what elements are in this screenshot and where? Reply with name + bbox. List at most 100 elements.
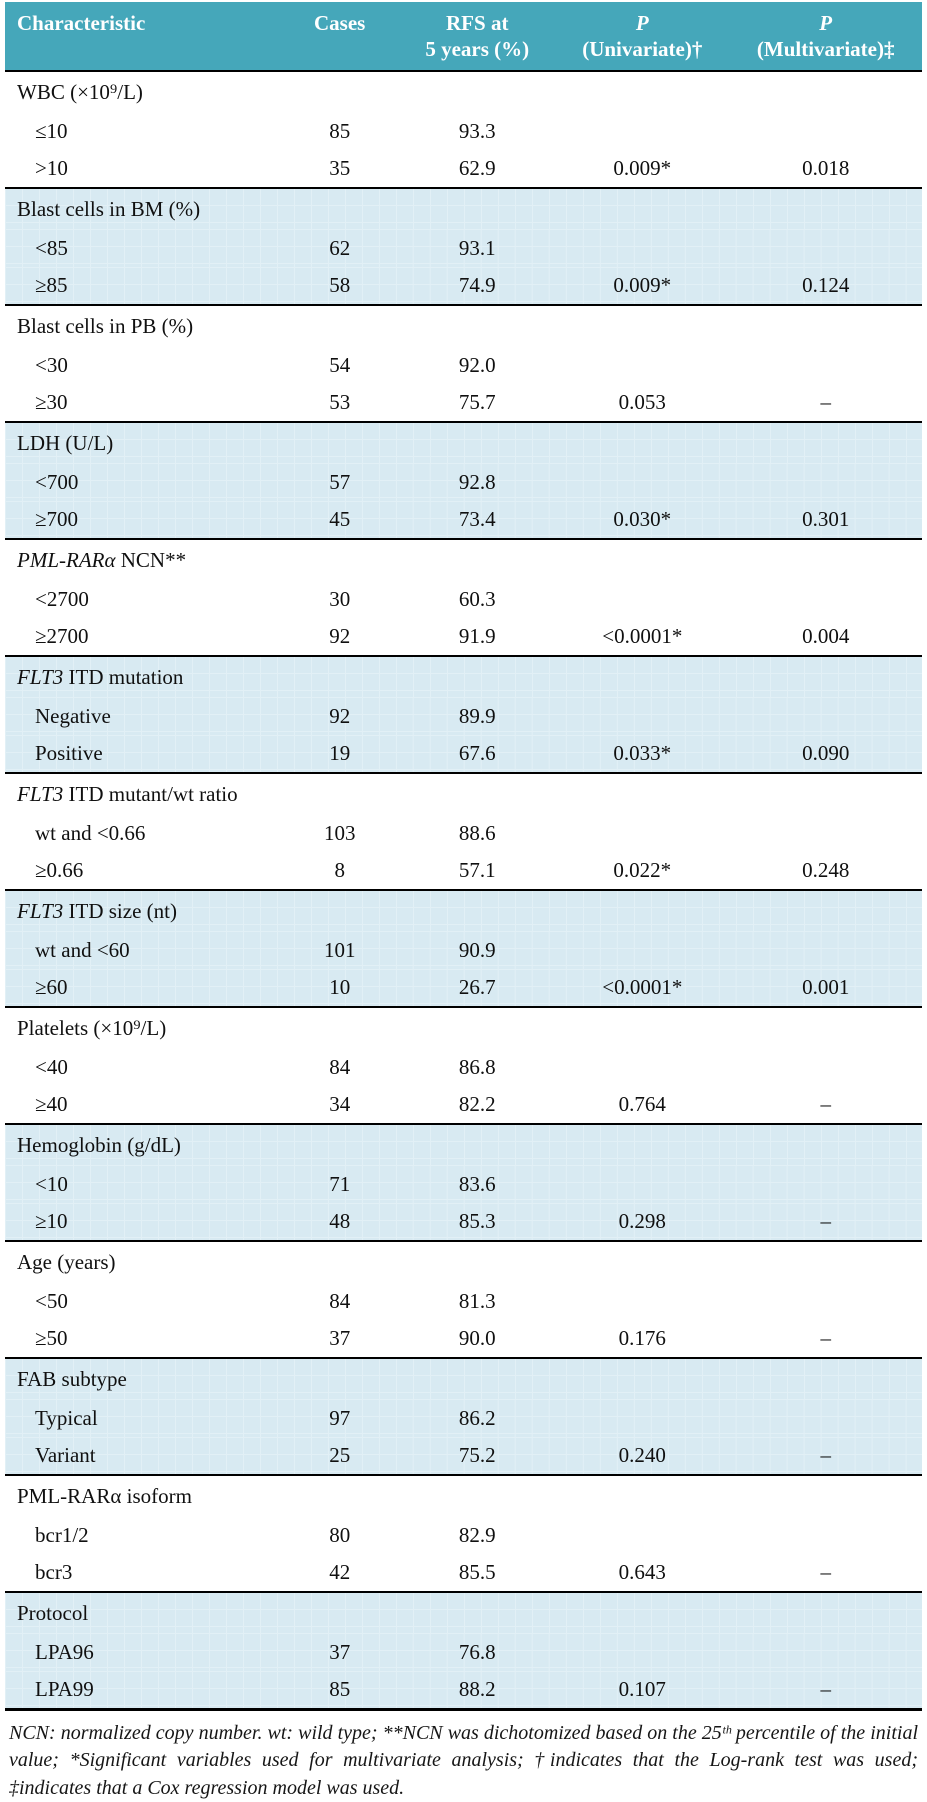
column-header-line: RFS at [405, 10, 549, 36]
row-p-multivariate [729, 112, 922, 150]
group-label: LDH (U/L) [5, 422, 922, 463]
row-p-multivariate: 0.301 [729, 501, 922, 539]
row-rfs-5yr: 88.6 [399, 814, 555, 852]
group-label: FLT3 ITD mutant/wt ratio [5, 773, 922, 814]
row-cases: 71 [280, 1165, 399, 1203]
row-characteristic: wt and <60 [5, 931, 280, 969]
row-characteristic: Variant [5, 1437, 280, 1475]
group-label: Blast cells in BM (%) [5, 188, 922, 229]
row-p-multivariate [729, 346, 922, 384]
group-label-text: ITD size (nt) [63, 899, 177, 923]
row-rfs-5yr: 75.7 [399, 384, 555, 422]
row-characteristic: LPA96 [5, 1633, 280, 1671]
row-cases: 92 [280, 697, 399, 735]
group-label: FLT3 ITD size (nt) [5, 890, 922, 931]
group-label-text: FAB subtype [17, 1367, 127, 1391]
row-characteristic: ≥0.66 [5, 852, 280, 890]
row-cases: 19 [280, 735, 399, 773]
row-p-univariate [555, 229, 729, 267]
row-cases: 25 [280, 1437, 399, 1475]
row-cases: 53 [280, 384, 399, 422]
row-p-univariate [555, 580, 729, 618]
row-rfs-5yr: 91.9 [399, 618, 555, 656]
group-label-row: Blast cells in BM (%) [5, 188, 922, 229]
row-cases: 84 [280, 1282, 399, 1320]
group-label-row: FLT3 ITD mutation [5, 656, 922, 697]
row-p-multivariate [729, 931, 922, 969]
group-label: FAB subtype [5, 1358, 922, 1399]
row-rfs-5yr: 75.2 [399, 1437, 555, 1475]
row-rfs-5yr: 93.3 [399, 112, 555, 150]
row-p-univariate: 0.022* [555, 852, 729, 890]
row-rfs-5yr: 89.9 [399, 697, 555, 735]
group-label-row: LDH (U/L) [5, 422, 922, 463]
row-p-univariate [555, 112, 729, 150]
row-characteristic: bcr1/2 [5, 1516, 280, 1554]
row-p-univariate [555, 1048, 729, 1086]
row-rfs-5yr: 26.7 [399, 969, 555, 1007]
row-cases: 37 [280, 1633, 399, 1671]
row-cases: 62 [280, 229, 399, 267]
row-p-multivariate [729, 580, 922, 618]
row-p-multivariate: 0.124 [729, 267, 922, 305]
row-p-univariate: 0.107 [555, 1671, 729, 1709]
row-rfs-5yr: 85.3 [399, 1203, 555, 1241]
column-header-line: Characteristic [17, 10, 274, 36]
row-p-multivariate [729, 1048, 922, 1086]
row-characteristic: ≥85 [5, 267, 280, 305]
row-rfs-5yr: 67.6 [399, 735, 555, 773]
row-p-univariate: 0.009* [555, 267, 729, 305]
column-header-line: (Univariate)† [561, 36, 723, 62]
row-cases: 92 [280, 618, 399, 656]
row-rfs-5yr: 92.0 [399, 346, 555, 384]
group-label-text: NCN** [116, 548, 187, 572]
row-rfs-5yr: 62.9 [399, 150, 555, 188]
group-label-text: WBC (×10⁹/L) [17, 80, 143, 104]
row-cases: 85 [280, 1671, 399, 1709]
group-label-row: WBC (×10⁹/L) [5, 71, 922, 112]
row-cases: 8 [280, 852, 399, 890]
row-p-multivariate: – [729, 1203, 922, 1241]
row-p-univariate [555, 463, 729, 501]
row-rfs-5yr: 93.1 [399, 229, 555, 267]
row-cases: 34 [280, 1086, 399, 1124]
group-label-text: Age (years) [17, 1250, 116, 1274]
row-p-multivariate [729, 814, 922, 852]
group-label-text: LDH (U/L) [17, 431, 113, 455]
row-p-univariate: <0.0001* [555, 969, 729, 1007]
row-p-multivariate: – [729, 1554, 922, 1592]
row-characteristic: ≥30 [5, 384, 280, 422]
row-characteristic: Positive [5, 735, 280, 773]
group-label-text: ITD mutation [63, 665, 183, 689]
row-cases: 48 [280, 1203, 399, 1241]
row-cases: 30 [280, 580, 399, 618]
column-header: P(Multivariate)‡ [729, 2, 922, 71]
row-rfs-5yr: 86.8 [399, 1048, 555, 1086]
row-rfs-5yr: 90.9 [399, 931, 555, 969]
row-p-univariate [555, 1399, 729, 1437]
group-label: Blast cells in PB (%) [5, 305, 922, 346]
row-characteristic: <700 [5, 463, 280, 501]
row-p-multivariate [729, 1399, 922, 1437]
group-label-row: FLT3 ITD mutant/wt ratio [5, 773, 922, 814]
group-label-text: ITD mutant/wt ratio [63, 782, 237, 806]
row-rfs-5yr: 92.8 [399, 463, 555, 501]
row-cases: 103 [280, 814, 399, 852]
table-footnote: NCN: normalized copy number. wt: wild ty… [5, 1711, 922, 1802]
row-characteristic: LPA99 [5, 1671, 280, 1709]
row-p-univariate: 0.643 [555, 1554, 729, 1592]
